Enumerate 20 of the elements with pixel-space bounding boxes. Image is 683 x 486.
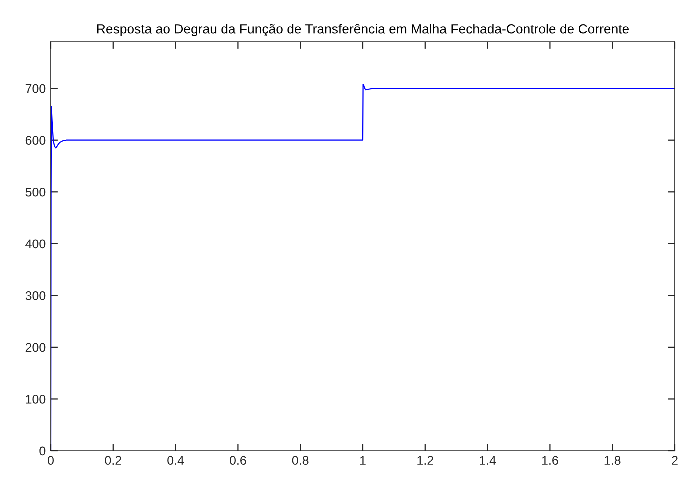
x-tick-label: 0 [48,456,54,466]
y-tick-label: 200 [26,343,46,352]
y-tick-label: 500 [26,188,46,197]
x-tick-label: 0.8 [292,456,309,466]
x-tick-label: 2 [672,456,678,465]
x-tick-label: 0.6 [230,456,246,466]
y-tick-label: 400 [26,240,46,249]
chart-title: Resposta ao Degrau da Função de Transferência em Malha Fechada-Controle de Corrente [98,24,630,36]
y-tick-label: 300 [26,291,46,300]
y-tick-label: 600 [26,136,46,146]
y-tick-label: 0 [40,446,46,456]
x-tick-label: 1.8 [604,456,621,466]
y-tick-label: 700 [26,84,46,94]
x-tick-label: 0.4 [168,456,184,466]
x-tick-label: 1.2 [418,456,434,465]
x-tick-label: 0.2 [105,456,122,466]
x-tick-label: 1 [360,456,366,465]
y-tick-label: 100 [26,395,46,404]
x-tick-label: 1.6 [542,456,558,466]
x-tick-label: 1.4 [480,456,496,465]
